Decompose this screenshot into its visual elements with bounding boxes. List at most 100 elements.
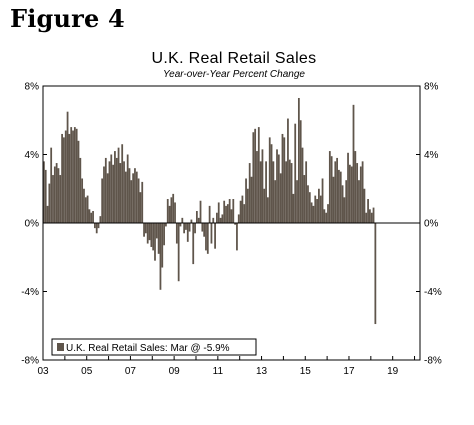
- chart-subtitle: Year-over-Year Percent Change: [163, 69, 305, 80]
- bar: [350, 166, 353, 223]
- bar: [328, 151, 331, 223]
- bar: [265, 161, 267, 223]
- bar: [123, 161, 125, 223]
- bar: [361, 161, 364, 223]
- bar: [308, 192, 311, 223]
- bar: [325, 212, 328, 223]
- bar: [72, 130, 74, 223]
- legend-box: [51, 338, 257, 356]
- bar: [174, 202, 176, 223]
- bar: [50, 147, 53, 223]
- bar: [119, 163, 122, 223]
- x-tick-label: 13: [256, 366, 268, 377]
- bar: [166, 199, 169, 223]
- bar: [236, 223, 238, 251]
- bar: [232, 199, 235, 223]
- bar: [288, 159, 291, 223]
- y-tick-label-left: 8%: [25, 82, 40, 93]
- bar: [121, 144, 124, 223]
- bar: [130, 180, 133, 223]
- bar: [92, 211, 94, 223]
- bar: [254, 128, 257, 223]
- y-tick-label-right: -8%: [424, 356, 442, 367]
- bar: [197, 217, 200, 223]
- bar: [226, 204, 229, 223]
- bar: [332, 176, 335, 223]
- bar: [370, 212, 373, 223]
- bar: [277, 154, 280, 223]
- bar: [179, 223, 182, 227]
- bar: [297, 97, 300, 223]
- bar: [334, 161, 337, 223]
- bar: [77, 140, 80, 223]
- bar: [250, 176, 253, 223]
- bar: [307, 185, 309, 223]
- bar: [172, 193, 175, 223]
- bar: [339, 171, 342, 224]
- bar: [303, 175, 306, 223]
- bar: [152, 223, 155, 251]
- bar: [208, 205, 211, 224]
- x-tick-label: 05: [81, 366, 93, 377]
- bar: [66, 111, 69, 223]
- bar: [155, 223, 158, 239]
- bar: [239, 200, 242, 223]
- bar: [124, 171, 127, 224]
- bar: [205, 223, 207, 251]
- bar: [99, 216, 102, 223]
- bar: [354, 151, 357, 223]
- bar: [252, 132, 255, 223]
- bar: [223, 200, 226, 223]
- bar: [161, 223, 164, 268]
- bar: [135, 171, 138, 224]
- bar: [43, 161, 45, 223]
- bar: [268, 137, 271, 224]
- bar: [75, 128, 78, 223]
- bar: [263, 188, 266, 223]
- bar: [212, 217, 215, 223]
- bar: [301, 147, 304, 223]
- bar: [199, 200, 202, 223]
- bar: [63, 137, 65, 224]
- bar: [146, 223, 149, 244]
- bar: [185, 223, 187, 230]
- bar: [283, 137, 286, 224]
- bar-series: [43, 97, 377, 325]
- bar: [219, 217, 222, 223]
- bar: [210, 223, 213, 244]
- bar: [163, 223, 165, 246]
- bar: [246, 188, 249, 223]
- bar: [248, 163, 251, 223]
- bar: [90, 212, 93, 223]
- bar: [216, 212, 218, 223]
- bar: [237, 214, 240, 223]
- x-tick-label: 19: [387, 366, 399, 377]
- bar: [170, 197, 173, 223]
- bar: [57, 168, 60, 223]
- y-tick-label-right: 0%: [424, 219, 439, 230]
- bar: [316, 199, 318, 223]
- bar: [181, 217, 184, 223]
- bar: [234, 223, 237, 225]
- bar: [150, 223, 153, 247]
- bar: [194, 223, 196, 234]
- bar: [64, 130, 67, 223]
- bar: [259, 161, 262, 223]
- bar: [287, 118, 289, 223]
- bar: [110, 154, 113, 223]
- bar: [348, 164, 351, 223]
- bar: [270, 144, 273, 223]
- x-tick-label: 11: [213, 366, 224, 377]
- bar: [203, 223, 206, 237]
- bar: [243, 204, 246, 223]
- bar: [84, 197, 87, 223]
- bar: [228, 199, 231, 223]
- bar: [73, 127, 76, 223]
- bar: [356, 163, 359, 223]
- bar: [225, 205, 227, 224]
- bar: [177, 223, 180, 282]
- bar: [281, 133, 284, 223]
- bar: [70, 127, 73, 223]
- bar: [165, 223, 167, 227]
- bar: [86, 195, 89, 223]
